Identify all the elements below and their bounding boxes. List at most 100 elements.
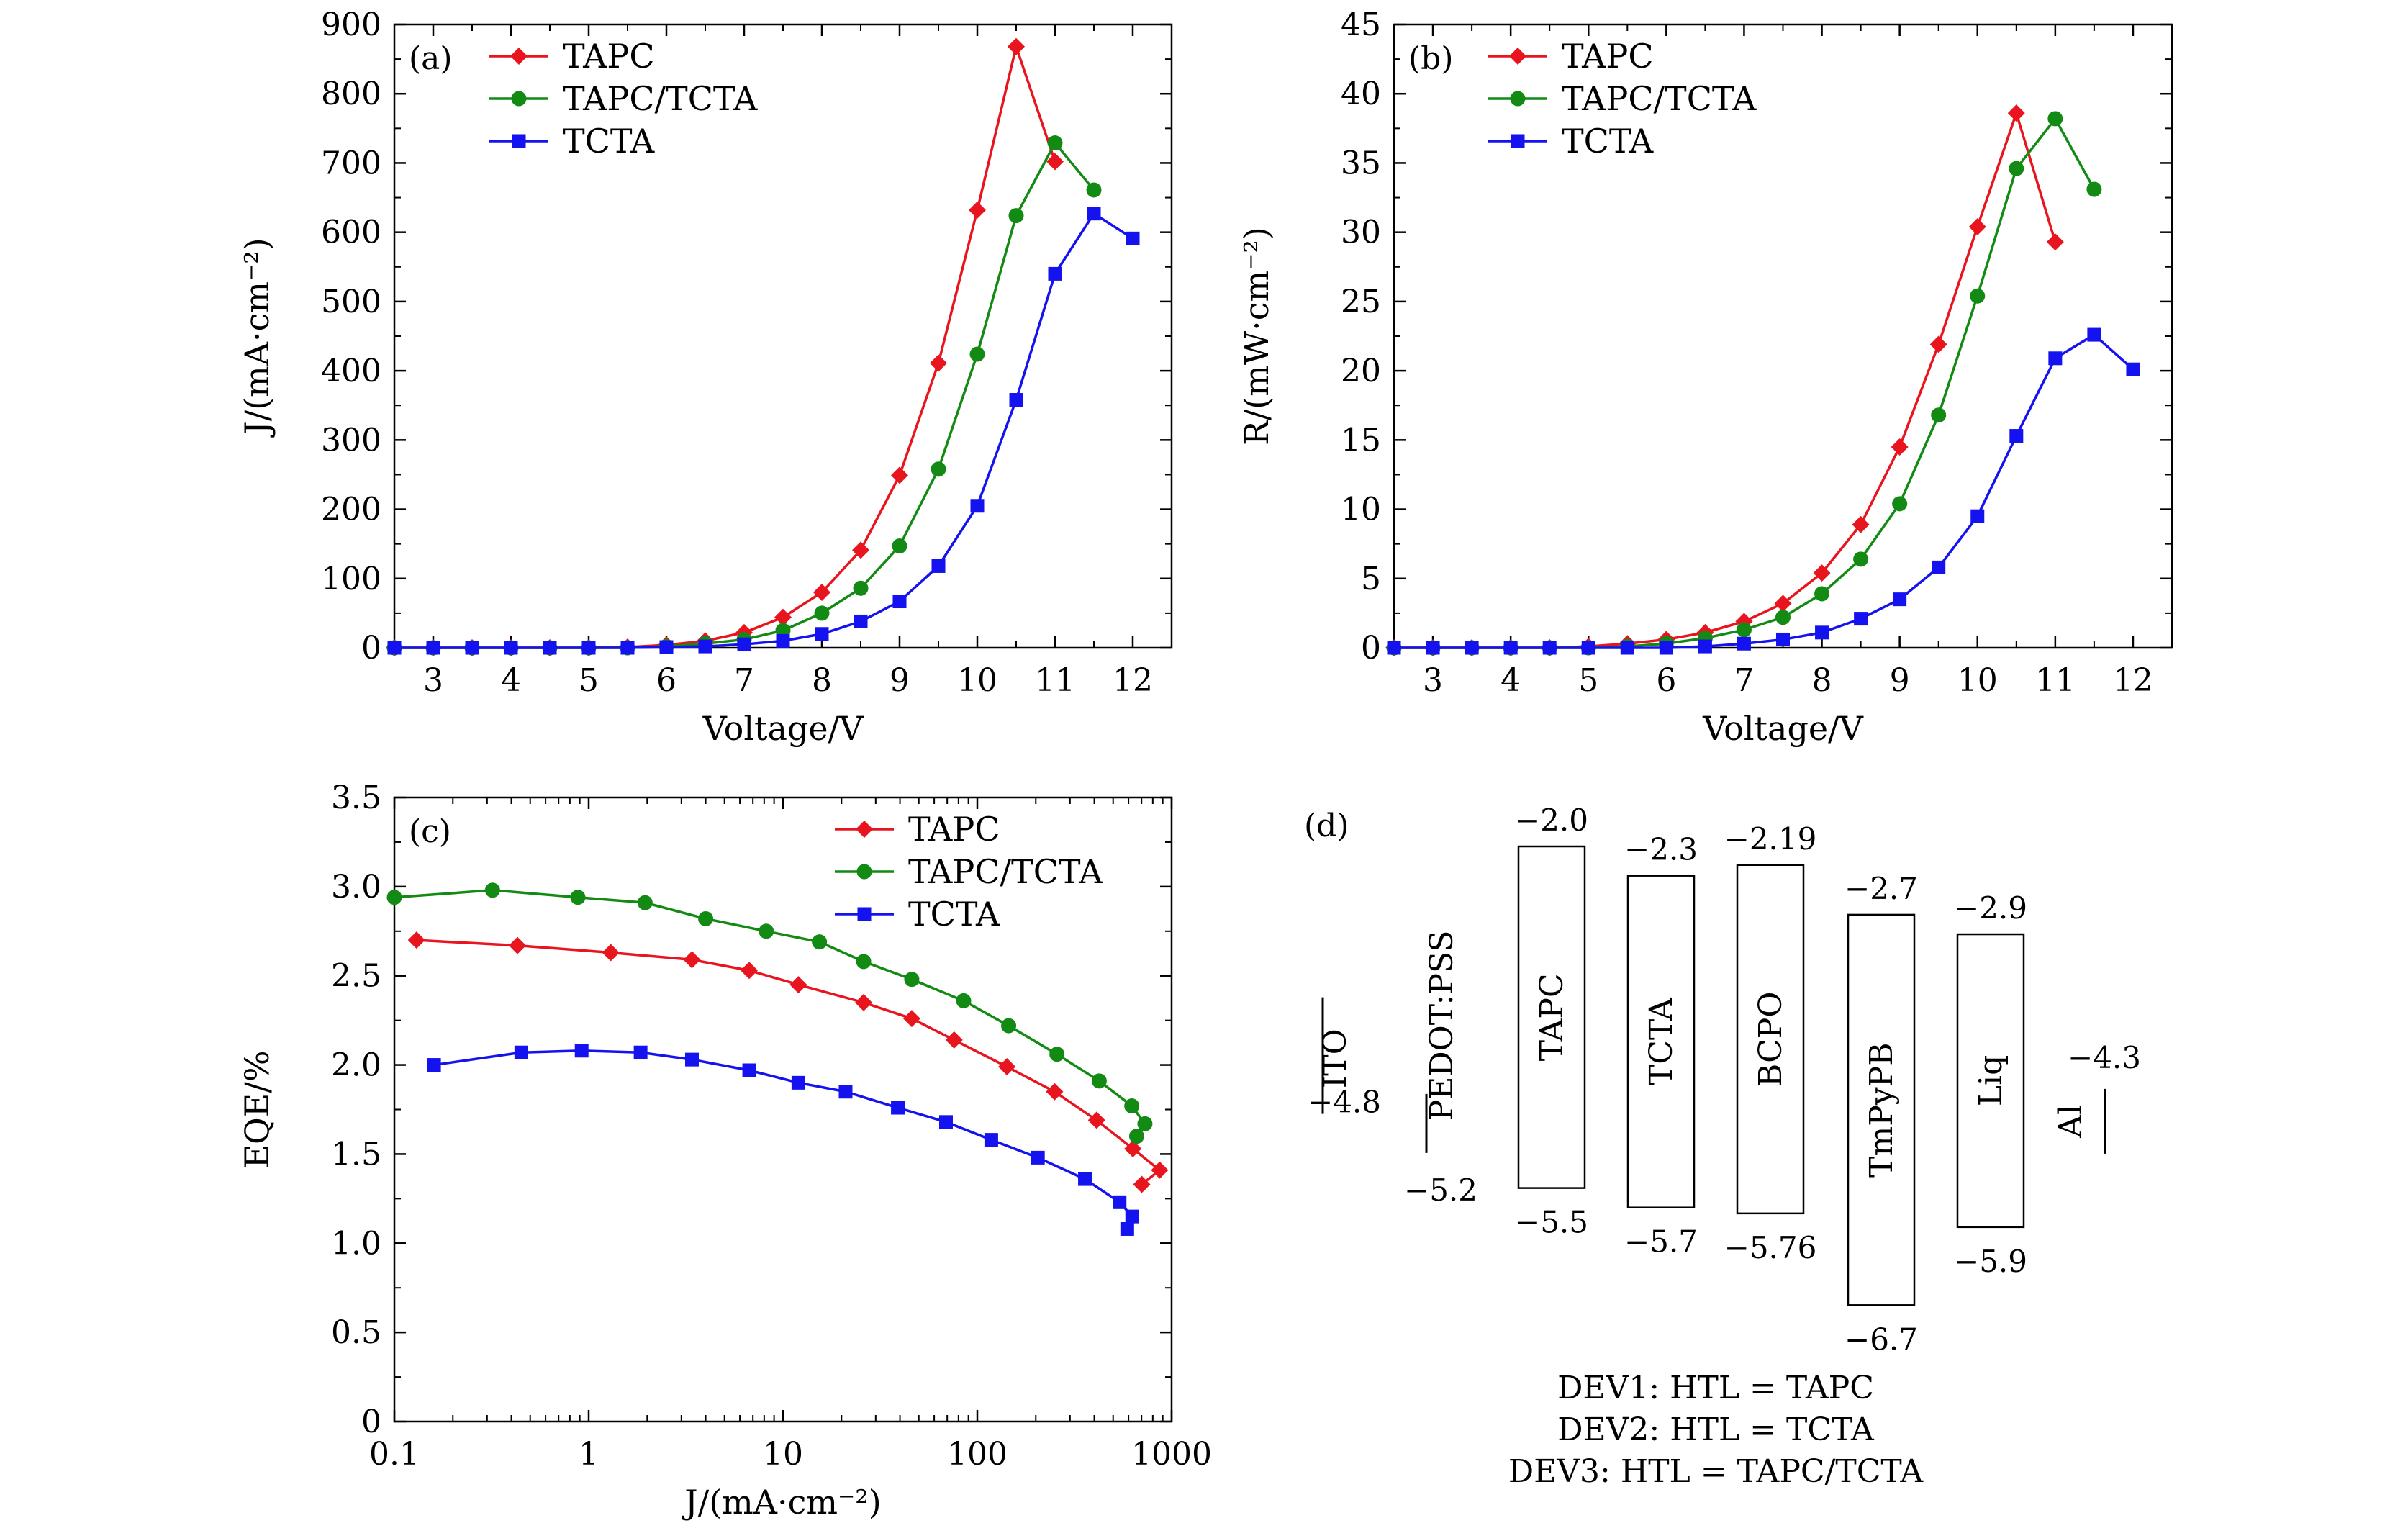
data-point (581, 641, 596, 655)
data-point (1047, 135, 1063, 151)
layer-box (1956, 933, 2025, 1229)
layer-box (1736, 864, 1805, 1215)
data-point (465, 641, 479, 655)
data-point (387, 641, 402, 655)
series-line (1394, 109, 2057, 649)
series-tapc-tcta (1386, 111, 2102, 656)
y-tick-label: 300 (321, 422, 381, 458)
lumo-value: −2.7 (1845, 871, 1918, 906)
y-tick-label: 700 (321, 145, 381, 181)
series-line (394, 889, 1147, 1137)
data-point (683, 951, 701, 969)
y-tick-label: 30 (1341, 214, 1381, 251)
data-point (659, 640, 674, 654)
electrode-label: Al (2052, 1105, 2089, 1139)
data-point (838, 1085, 853, 1099)
data-point (1151, 1161, 1169, 1179)
layer-box (1626, 875, 1696, 1208)
data-point (856, 954, 872, 970)
legend-marker (1510, 91, 1526, 107)
y-tick-label: 15 (1341, 422, 1381, 458)
electrode-label: ITO (1317, 1029, 1354, 1088)
layer-liq: Liq −2.9 −5.9 (1954, 890, 2027, 1279)
series-tapc (1385, 104, 2064, 656)
data-point (504, 641, 518, 655)
data-point (892, 595, 907, 609)
data-point (891, 1101, 905, 1115)
series-tapc-tcta (386, 882, 1153, 1144)
data-point (931, 461, 946, 477)
x-tick-label: 9 (890, 662, 910, 699)
homo-value: −6.7 (1845, 1321, 1918, 1357)
data-point (698, 910, 714, 926)
data-point (1113, 1195, 1127, 1209)
x-tick-label: 8 (1812, 662, 1832, 699)
electrode-value: −4.3 (2068, 1040, 2141, 1075)
legend-label: TAPC/TCTA (908, 852, 1103, 891)
legend-marker (510, 48, 528, 65)
y-tick-label: 900 (321, 6, 381, 43)
data-point (1852, 515, 1870, 533)
data-point (931, 559, 946, 573)
data-point (1776, 632, 1790, 646)
data-point (813, 584, 830, 602)
x-tick-label: 7 (1734, 662, 1754, 699)
y-tick-label: 0 (361, 1404, 381, 1440)
legend-entry: TCTA (1488, 122, 1654, 161)
data-point (1932, 560, 1946, 574)
data-point (2009, 161, 2024, 176)
legend-entry: TAPC/TCTA (489, 79, 758, 118)
data-point (1128, 1129, 1144, 1144)
series-tcta (387, 207, 1140, 655)
data-point (1049, 1047, 1065, 1062)
legend-label: TAPC/TCTA (563, 79, 758, 118)
data-point (1929, 335, 1947, 353)
data-point (998, 1058, 1016, 1076)
data-point (852, 541, 869, 559)
layer-label: BCPO (1752, 992, 1789, 1088)
series-line (416, 939, 1162, 1185)
x-tick-label: 12 (2113, 662, 2153, 699)
data-point (2126, 362, 2140, 376)
x-tick-label: 5 (579, 662, 599, 699)
data-point (737, 637, 751, 651)
data-point (637, 895, 653, 910)
x-tick-label: 10 (957, 662, 997, 699)
data-point (815, 627, 829, 641)
legend-entry: TAPC (489, 37, 655, 76)
x-tick-label: 3 (1423, 662, 1443, 699)
x-tick-label: 6 (656, 662, 676, 699)
data-point (1001, 1018, 1017, 1034)
data-point (1620, 641, 1634, 655)
series-tcta (1387, 327, 2140, 655)
data-point (2009, 429, 2024, 443)
y-tick-label: 5 (1361, 561, 1381, 597)
data-point (1125, 1209, 1139, 1224)
homo-value: −5.9 (1954, 1244, 2027, 1279)
legend-label: TAPC (1562, 37, 1654, 76)
x-tick-label: 7 (734, 662, 754, 699)
y-tick-label: 200 (321, 492, 381, 528)
electrode-value: −4.8 (1308, 1085, 1381, 1120)
panel-label: (d) (1304, 808, 1349, 844)
data-point (776, 633, 790, 648)
layer-label: TCTA (1643, 997, 1680, 1085)
data-point (1091, 1073, 1107, 1089)
data-point (1814, 586, 1830, 602)
legend-label: TAPC (908, 810, 1000, 849)
data-point (855, 993, 873, 1011)
panel-label: (a) (409, 40, 453, 77)
data-point (774, 608, 792, 626)
data-point (1503, 641, 1518, 655)
data-point (1970, 509, 1985, 523)
data-point (1126, 231, 1140, 245)
x-axis-label: Voltage/V (1702, 709, 1863, 748)
data-point (1891, 438, 1909, 456)
data-point (1737, 636, 1751, 651)
y-tick-label: 40 (1341, 76, 1381, 112)
series-tapc (386, 37, 1064, 656)
data-point (1137, 1116, 1153, 1131)
y-tick-label: 1.0 (331, 1225, 381, 1262)
y-tick-label: 0 (361, 630, 381, 666)
data-point (1774, 595, 1792, 613)
